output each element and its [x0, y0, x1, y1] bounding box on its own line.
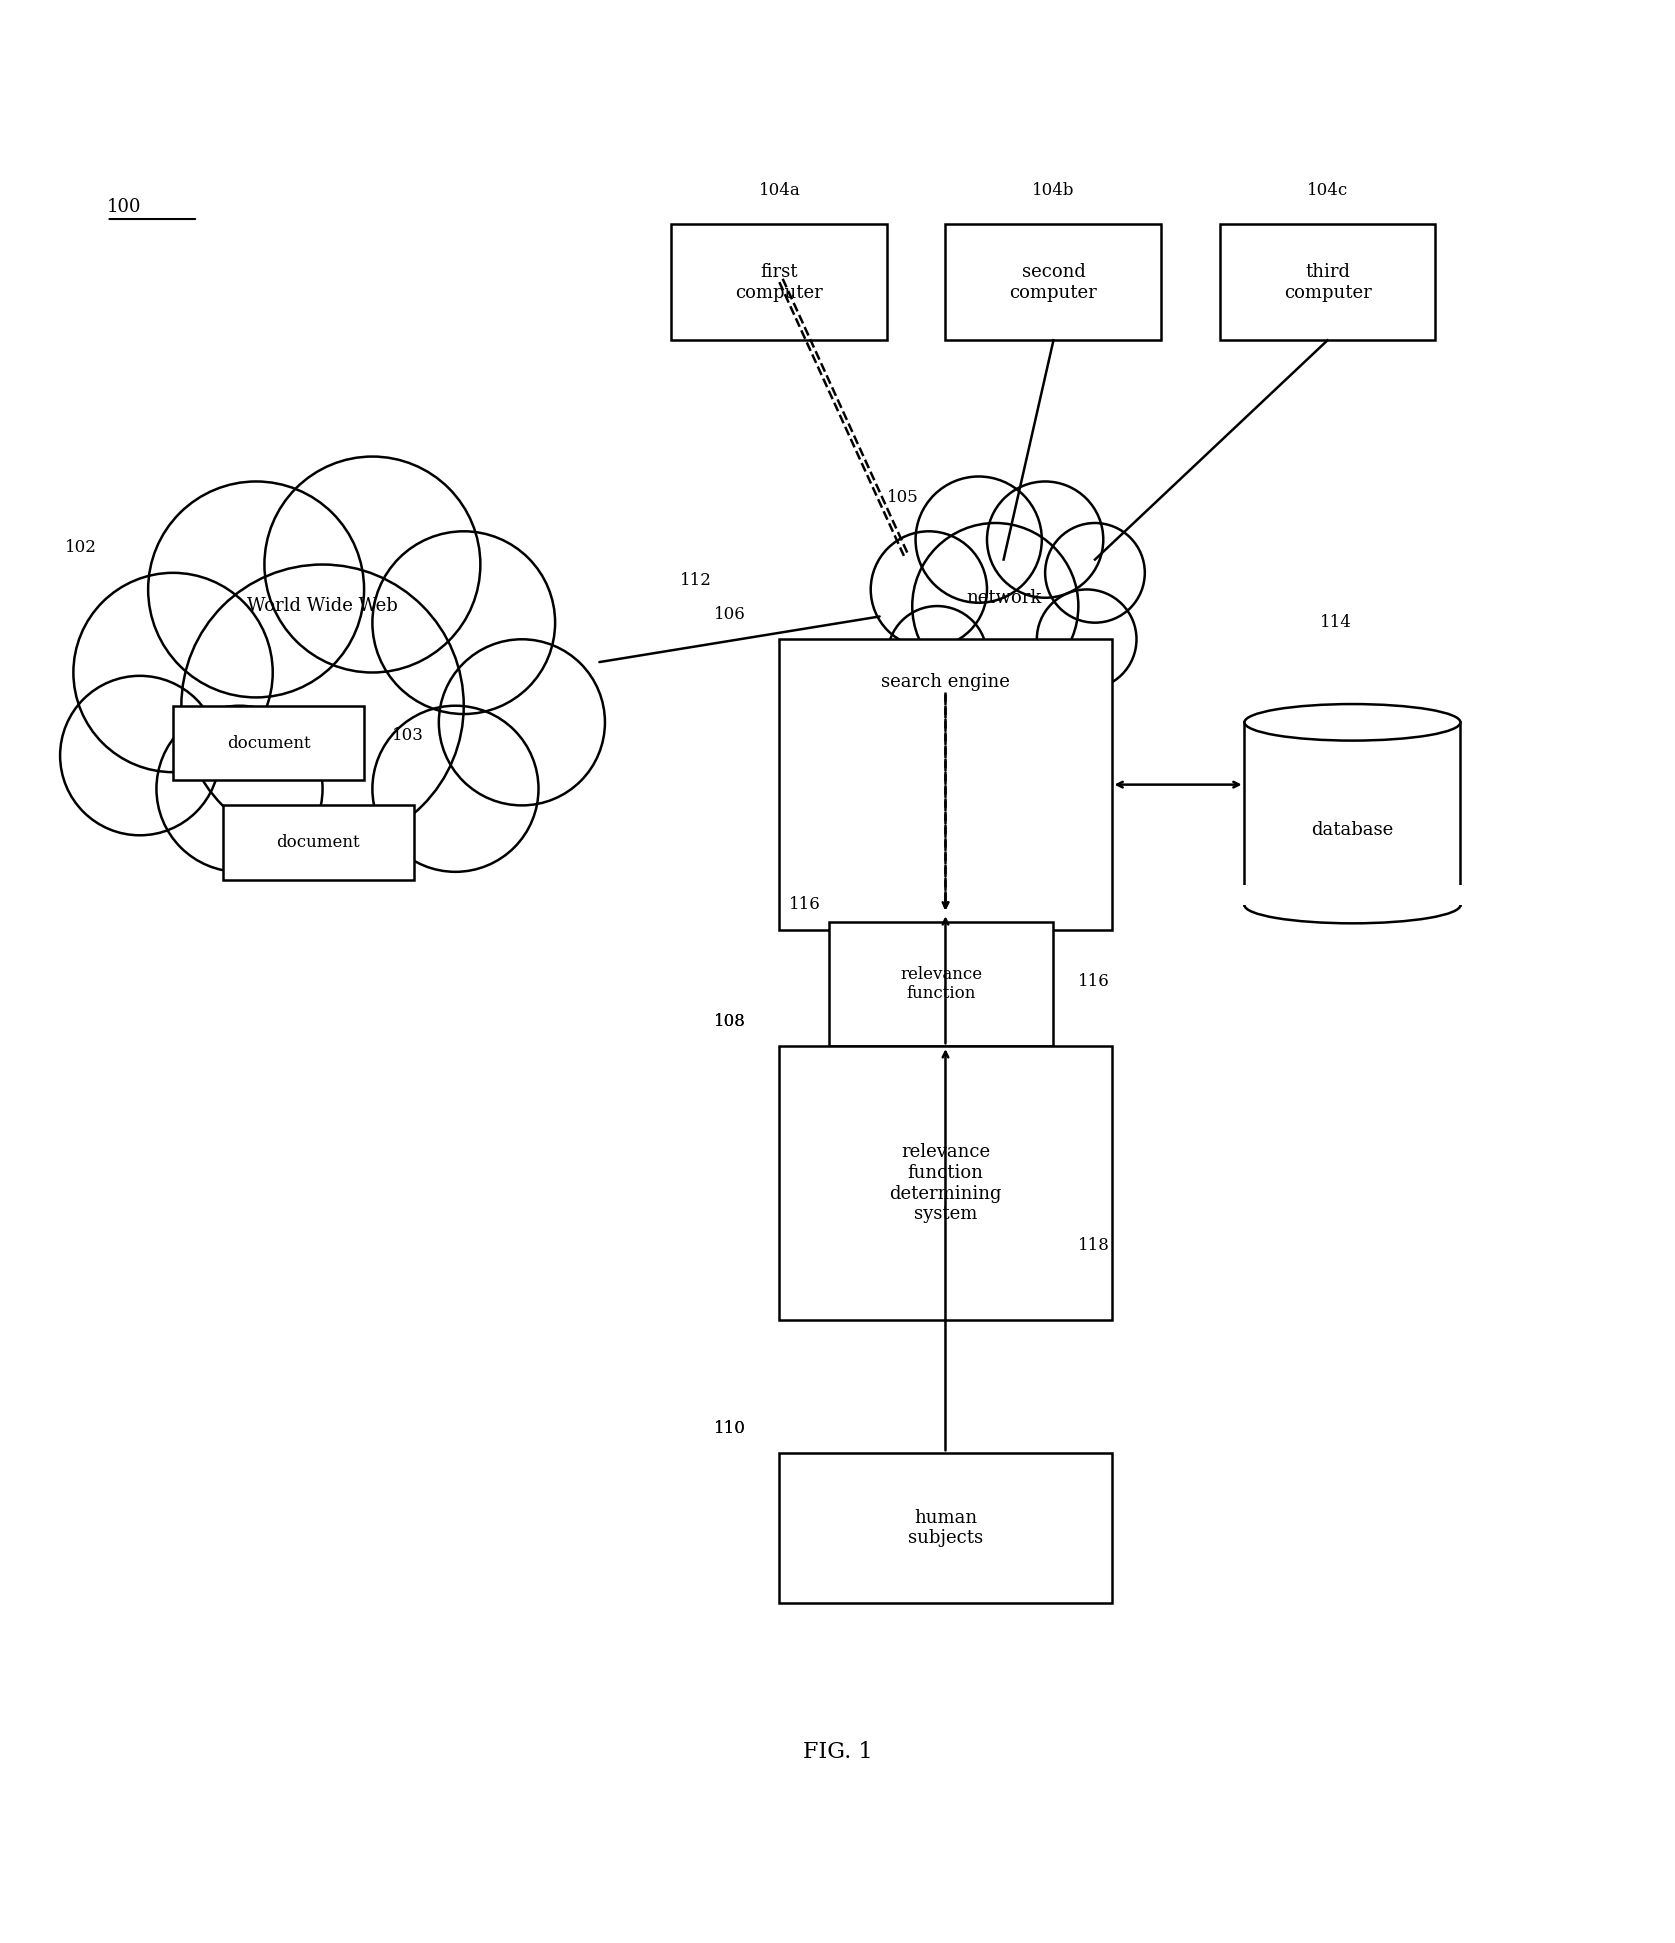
Text: 110: 110 [714, 1420, 745, 1436]
Text: 104a: 104a [759, 183, 801, 198]
FancyBboxPatch shape [779, 1453, 1112, 1603]
Circle shape [372, 705, 538, 872]
FancyBboxPatch shape [672, 223, 888, 340]
FancyBboxPatch shape [779, 1045, 1112, 1321]
Circle shape [265, 457, 481, 672]
FancyBboxPatch shape [945, 223, 1161, 340]
Text: relevance
function: relevance function [899, 966, 982, 1003]
Text: World Wide Web: World Wide Web [248, 597, 399, 616]
Circle shape [181, 565, 464, 847]
FancyBboxPatch shape [173, 705, 363, 781]
Text: 103: 103 [392, 727, 424, 744]
Text: first
computer: first computer [735, 262, 822, 301]
Text: 100: 100 [107, 198, 141, 216]
Text: 110: 110 [714, 1420, 745, 1436]
Ellipse shape [1245, 703, 1461, 740]
Text: document: document [226, 734, 310, 752]
FancyBboxPatch shape [829, 921, 1054, 1045]
Circle shape [916, 476, 1042, 602]
Circle shape [439, 639, 605, 806]
Text: 106: 106 [715, 606, 745, 622]
Text: second
computer: second computer [1010, 262, 1097, 301]
Text: 104b: 104b [1032, 183, 1075, 198]
Circle shape [156, 705, 323, 872]
FancyBboxPatch shape [1245, 723, 1461, 905]
Text: database: database [1312, 822, 1394, 839]
Circle shape [372, 530, 554, 713]
Circle shape [60, 676, 219, 835]
Text: 114: 114 [1320, 614, 1352, 631]
FancyBboxPatch shape [1219, 223, 1435, 340]
Text: 108: 108 [714, 1012, 745, 1030]
FancyBboxPatch shape [223, 806, 414, 880]
Text: search engine: search engine [881, 672, 1010, 690]
Circle shape [913, 523, 1079, 690]
Text: 108: 108 [714, 1012, 745, 1030]
Circle shape [1045, 523, 1144, 622]
Circle shape [74, 573, 273, 771]
Text: 118: 118 [1079, 1238, 1111, 1253]
Circle shape [147, 482, 363, 698]
Text: 105: 105 [888, 490, 920, 507]
Text: network: network [966, 589, 1042, 606]
Text: third
computer: third computer [1283, 262, 1372, 301]
Text: document: document [276, 834, 360, 851]
Text: 104c: 104c [1306, 183, 1348, 198]
Ellipse shape [1245, 886, 1461, 923]
Text: 102: 102 [65, 540, 97, 556]
Circle shape [888, 606, 987, 705]
Text: FIG. 1: FIG. 1 [802, 1741, 873, 1762]
Text: 112: 112 [680, 573, 712, 589]
Text: 116: 116 [789, 896, 821, 913]
Text: relevance
function
determining
system: relevance function determining system [889, 1142, 1002, 1224]
FancyBboxPatch shape [1241, 886, 1464, 905]
Text: 116: 116 [1079, 973, 1111, 991]
FancyBboxPatch shape [779, 639, 1112, 931]
Circle shape [871, 530, 987, 647]
Text: human
subjects: human subjects [908, 1508, 983, 1547]
Circle shape [1037, 589, 1137, 690]
Circle shape [987, 482, 1104, 598]
